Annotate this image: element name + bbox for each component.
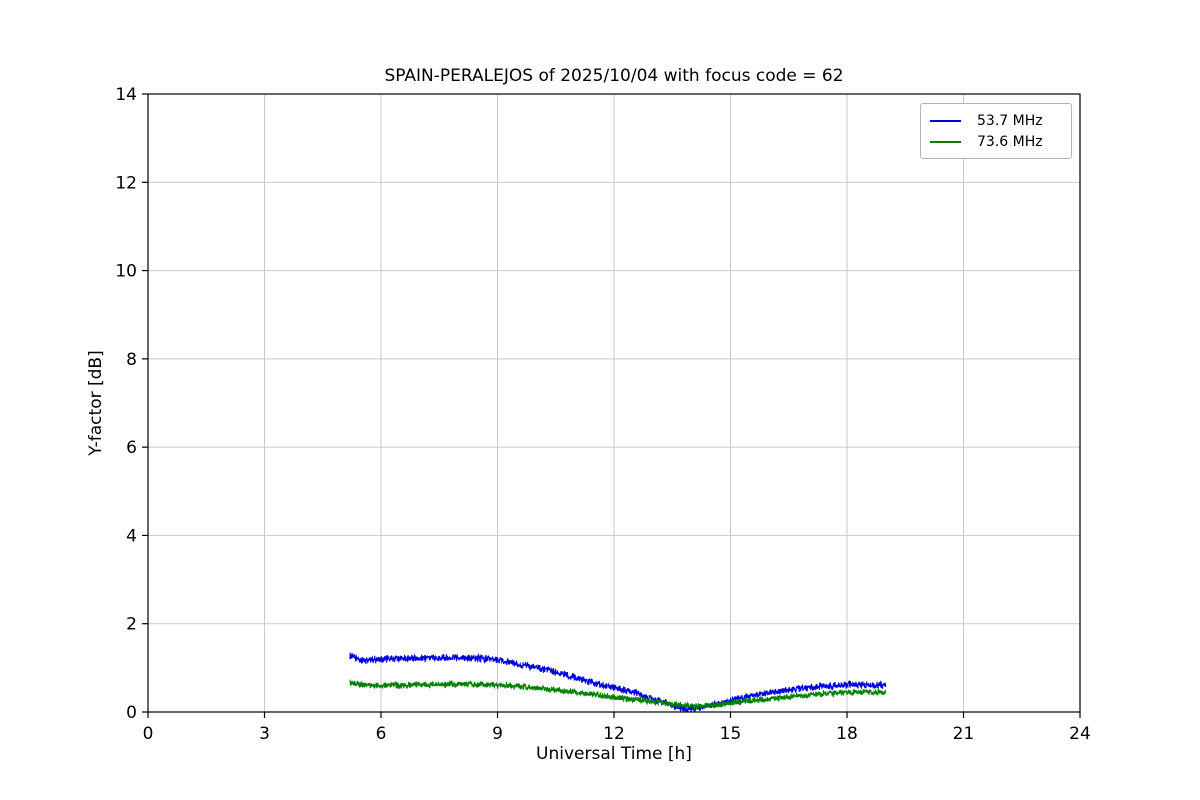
y-tick-label: 12 — [115, 173, 137, 193]
y-tick-label: 10 — [115, 262, 137, 282]
x-tick-label: 12 — [603, 724, 625, 744]
y-tick-label: 14 — [115, 85, 137, 105]
x-tick-label: 6 — [376, 724, 387, 744]
y-tick-label: 4 — [126, 526, 137, 546]
series-line — [349, 679, 887, 710]
x-axis-label: Universal Time [h] — [536, 744, 692, 764]
x-tick-label: 9 — [492, 724, 503, 744]
legend-label: 53.7 MHz — [977, 112, 1043, 129]
x-tick-label: 24 — [1069, 724, 1091, 744]
x-tick-label: 15 — [720, 724, 742, 744]
series-line — [349, 652, 887, 713]
x-tick-label: 3 — [259, 724, 270, 744]
y-tick-label: 6 — [126, 438, 137, 458]
legend: 53.7 MHz 73.6 MHz — [920, 103, 1072, 159]
legend-label: 73.6 MHz — [977, 133, 1043, 150]
legend-item: 73.6 MHz — [930, 131, 1062, 152]
legend-item: 53.7 MHz — [930, 110, 1062, 131]
y-tick-label: 0 — [126, 703, 137, 723]
y-tick-label: 2 — [126, 615, 137, 635]
chart-title: SPAIN-PERALEJOS of 2025/10/04 with focus… — [384, 66, 844, 86]
y-tick-label: 8 — [126, 350, 137, 370]
legend-line-swatch-blue — [930, 119, 961, 122]
x-tick-label: 21 — [953, 724, 975, 744]
legend-line-swatch-green — [930, 140, 961, 143]
x-tick-label: 18 — [836, 724, 858, 744]
y-axis-label: Y-factor [dB] — [86, 350, 106, 456]
x-tick-label: 0 — [143, 724, 154, 744]
